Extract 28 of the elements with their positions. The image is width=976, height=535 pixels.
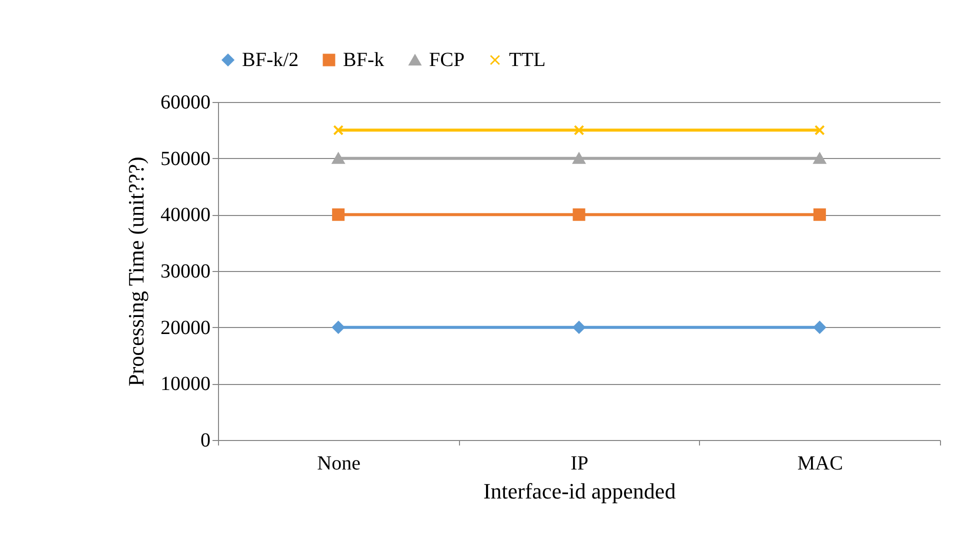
y-tick-label: 20000 — [160, 316, 210, 339]
point — [813, 321, 826, 334]
x-axis-title: Interface-id appended — [483, 478, 676, 504]
y-tick-label: 40000 — [160, 204, 210, 226]
point — [332, 152, 345, 164]
point — [332, 321, 345, 334]
legend-label: BF-k — [343, 49, 384, 71]
y-axis-title: Processing Time (unit???) — [124, 156, 148, 386]
legend-label: FCP — [429, 49, 465, 71]
point — [572, 208, 586, 221]
x-tick-label: MAC — [797, 452, 843, 474]
point — [572, 321, 586, 334]
x-tick-label: IP — [570, 452, 588, 474]
x-tick-label: None — [317, 452, 361, 474]
point — [574, 124, 584, 136]
point — [572, 152, 586, 164]
legend-label: TTL — [509, 49, 546, 71]
point — [813, 208, 826, 221]
legend-label: BF-k/2 — [242, 49, 299, 71]
point — [333, 124, 344, 136]
y-tick-label: 10000 — [160, 373, 210, 396]
point — [332, 208, 345, 221]
y-tick-label: 50000 — [160, 148, 210, 170]
y-tick-label: 30000 — [160, 260, 210, 282]
y-tick-label: 60000 — [160, 92, 210, 114]
point — [814, 124, 825, 136]
point — [813, 152, 826, 164]
y-tick-label: 0 — [200, 430, 210, 452]
